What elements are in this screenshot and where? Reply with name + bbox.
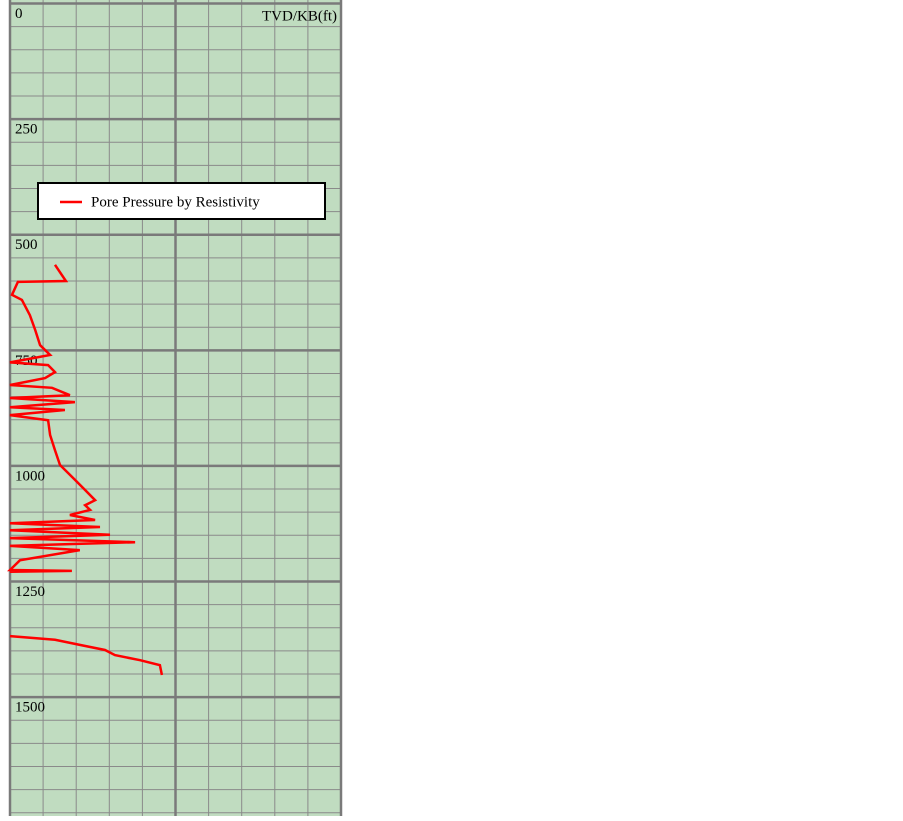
y-tick-label: 0 (15, 6, 23, 22)
legend-label: Pore Pressure by Resistivity (91, 194, 260, 210)
line-series (6, 264, 164, 676)
y-tick-label: 1500 (15, 700, 45, 716)
y-tick-label: 1250 (15, 584, 45, 600)
y-tick-label: 250 (15, 122, 38, 138)
y-tick-label: 1000 (15, 468, 45, 484)
legend: Pore Pressure by Resistivity (37, 182, 326, 220)
legend-box (37, 182, 326, 220)
axis-label: TVD/KB(ft) (262, 8, 337, 24)
y-tick-label: 500 (15, 237, 38, 253)
